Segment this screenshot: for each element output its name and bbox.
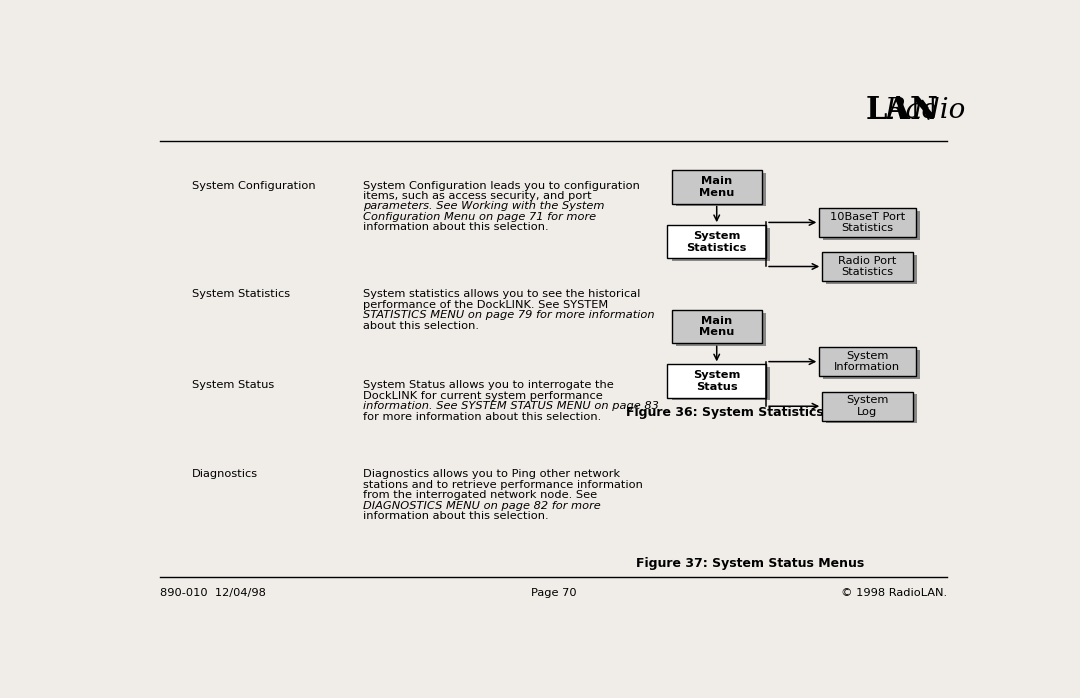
FancyBboxPatch shape [667,364,766,398]
Text: Diagnostics: Diagnostics [192,469,258,479]
Text: System Statistics: System Statistics [192,289,291,299]
Text: © 1998 RadioLAN.: © 1998 RadioLAN. [840,588,947,598]
Text: Radio Port
Statistics: Radio Port Statistics [838,255,896,277]
FancyBboxPatch shape [672,310,761,343]
FancyBboxPatch shape [672,367,770,401]
Text: System
Status: System Status [693,370,741,392]
Text: Figure 37: System Status Menus: Figure 37: System Status Menus [636,557,864,570]
Text: Diagnostics allows you to Ping other network: Diagnostics allows you to Ping other net… [363,469,620,479]
Text: System
Log: System Log [847,396,889,417]
FancyBboxPatch shape [823,211,920,239]
Text: ​DIAGNOSTICS MENU on page 82 for more: ​DIAGNOSTICS MENU on page 82 for more [363,500,600,510]
FancyBboxPatch shape [667,225,766,258]
FancyBboxPatch shape [820,347,916,376]
FancyBboxPatch shape [672,228,770,261]
Text: information about this selection.: information about this selection. [363,511,549,521]
Text: from the interrogated network node. See: from the interrogated network node. See [363,490,597,500]
FancyBboxPatch shape [676,173,766,207]
Text: 10BaseT Port
Statistics: 10BaseT Port Statistics [829,211,905,233]
FancyBboxPatch shape [826,394,917,424]
Text: about this selection.: about this selection. [363,320,478,331]
Text: System
Information: System Information [835,351,901,373]
Text: Page 70: Page 70 [530,588,577,598]
FancyBboxPatch shape [823,350,920,379]
Text: Main
Menu: Main Menu [699,176,734,198]
Text: 890-010  12/04/98: 890-010 12/04/98 [160,588,266,598]
Text: System Configuration: System Configuration [192,181,315,191]
Text: performance of the DockLINK. See ​SYSTEM: performance of the DockLINK. See ​SYSTEM [363,299,608,309]
Text: information. See ​SYSTEM STATUS MENU on page 83: information. See ​SYSTEM STATUS MENU on … [363,401,659,411]
Text: for more information about this selection.: for more information about this selectio… [363,412,600,422]
Text: LAN: LAN [866,95,939,126]
Text: DockLINK for current system performance: DockLINK for current system performance [363,391,603,401]
FancyBboxPatch shape [822,392,913,421]
Text: Figure 36: System Statistics Menus: Figure 36: System Statistics Menus [626,406,874,419]
FancyBboxPatch shape [672,170,761,204]
Text: information about this selection.: information about this selection. [363,223,549,232]
Text: System Status: System Status [192,380,274,390]
Text: System Configuration leads you to configuration: System Configuration leads you to config… [363,181,639,191]
Text: STATISTICS MENU on page 79 for more information: STATISTICS MENU on page 79 for more info… [363,310,654,320]
Text: stations and to retrieve performance information: stations and to retrieve performance inf… [363,480,643,489]
FancyBboxPatch shape [820,208,916,237]
Text: Main
Menu: Main Menu [699,316,734,338]
Text: System statistics allows you to see the historical: System statistics allows you to see the … [363,289,640,299]
Text: Configuration Menu on page 71 for more: Configuration Menu on page 71 for more [363,212,596,222]
Text: items, such as access security, and port: items, such as access security, and port [363,191,591,201]
FancyBboxPatch shape [676,313,766,346]
Text: System Status allows you to interrogate the: System Status allows you to interrogate … [363,380,613,390]
Text: Radio: Radio [885,97,966,124]
Text: System
Statistics: System Statistics [687,231,747,253]
FancyBboxPatch shape [822,252,913,281]
FancyBboxPatch shape [826,255,917,283]
Text: parameters. See Working with the System: parameters. See Working with the System [363,202,604,211]
